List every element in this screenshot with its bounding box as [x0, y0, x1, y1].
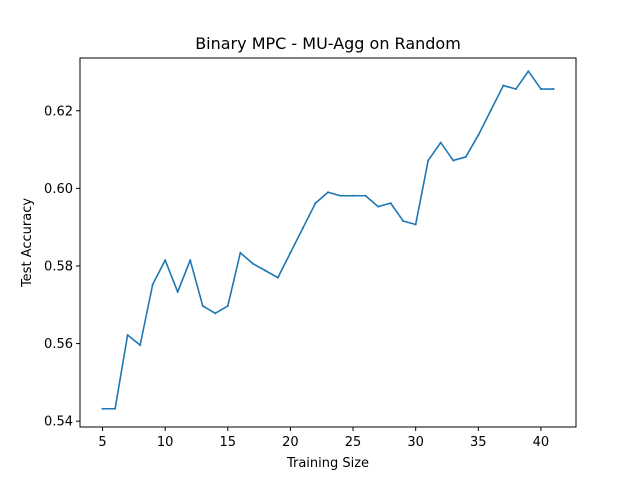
- data-point: [402, 219, 405, 222]
- data-point: [101, 407, 104, 410]
- data-point: [327, 191, 329, 194]
- x-tick-label: 5: [98, 435, 106, 450]
- y-tick-label: 0.58: [44, 259, 73, 274]
- data-point: [527, 70, 530, 73]
- y-tick-label: 0.54: [44, 415, 73, 430]
- data-point: [389, 202, 392, 205]
- data-point: [164, 259, 167, 262]
- data-point: [301, 226, 304, 229]
- data-point: [352, 194, 355, 197]
- data-point: [427, 159, 430, 162]
- x-tick-label: 15: [220, 435, 237, 450]
- data-point: [439, 141, 442, 144]
- data-point: [151, 283, 154, 286]
- data-point: [189, 259, 192, 262]
- y-tick-label: 0.62: [44, 104, 73, 119]
- data-point: [114, 407, 117, 410]
- data-point: [452, 159, 455, 162]
- data-point: [477, 134, 480, 137]
- x-tick-label: 20: [282, 435, 299, 450]
- data-point: [502, 84, 505, 87]
- x-axis-label: Training Size: [286, 456, 369, 471]
- x-tick-label: 35: [470, 435, 487, 450]
- data-point: [464, 155, 467, 158]
- data-point: [251, 262, 254, 265]
- data-point: [414, 223, 417, 226]
- data-point: [539, 88, 542, 91]
- x-tick-label: 25: [345, 435, 362, 450]
- data-point: [489, 109, 492, 112]
- plot-area: [101, 70, 555, 410]
- data-point: [214, 312, 217, 315]
- y-tick-label: 0.60: [44, 182, 73, 197]
- plot-frame: [79, 57, 577, 428]
- y-axis-label: Test Accuracy: [20, 198, 35, 288]
- data-point: [126, 334, 129, 337]
- data-point: [377, 205, 380, 208]
- data-point: [364, 194, 367, 197]
- data-point: [314, 202, 317, 205]
- data-point: [552, 88, 555, 91]
- data-point: [226, 304, 229, 307]
- data-point: [339, 194, 342, 197]
- data-point: [514, 88, 517, 91]
- chart-title: Binary MPC - MU-Agg on Random: [195, 34, 461, 53]
- data-point: [201, 304, 204, 307]
- data-point: [139, 344, 142, 347]
- x-tick-label: 40: [533, 435, 550, 450]
- data-point: [239, 251, 242, 254]
- y-axis-ticks: 0.54 0.56 0.58 0.60 0.62: [44, 104, 80, 430]
- data-point: [176, 290, 179, 293]
- data-point: [289, 251, 292, 254]
- x-tick-label: 10: [157, 435, 174, 450]
- y-tick-label: 0.56: [44, 337, 73, 352]
- data-point: [276, 276, 279, 279]
- x-axis-ticks: 5 10 15 20 25 30 35 40: [98, 427, 549, 450]
- data-point: [264, 269, 267, 272]
- x-tick-label: 30: [407, 435, 424, 450]
